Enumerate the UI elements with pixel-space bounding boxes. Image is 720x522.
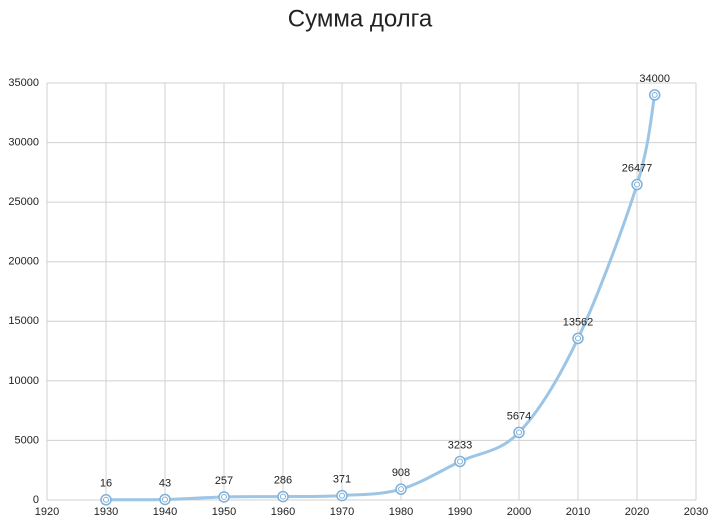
marker-inner: [162, 496, 168, 503]
data-label: 3233: [448, 439, 472, 451]
marker-inner: [516, 429, 522, 436]
marker-inner: [457, 458, 463, 465]
marker: [336, 489, 348, 502]
x-tick-label: 1980: [389, 506, 413, 518]
marker-inner: [221, 493, 227, 500]
y-tick-label: 30000: [8, 136, 39, 148]
y-tick-label: 0: [33, 494, 39, 506]
marker-inner: [651, 91, 658, 98]
x-tick-label: 1970: [330, 506, 354, 518]
marker-inner: [398, 486, 404, 493]
marker: [277, 490, 289, 503]
x-tick-label: 2010: [566, 506, 590, 518]
x-tick-label: 2000: [507, 506, 531, 518]
y-tick-label: 20000: [8, 256, 39, 268]
marker-inner: [280, 493, 286, 500]
marker: [100, 494, 112, 506]
data-label: 34000: [639, 73, 670, 85]
x-tick-label: 1960: [271, 506, 295, 518]
x-tick-label: 1930: [94, 506, 118, 518]
chart-title: Сумма долга: [288, 5, 433, 32]
data-label: 257: [215, 475, 233, 487]
data-label: 908: [392, 467, 410, 479]
marker: [631, 178, 643, 191]
data-label: 43: [159, 477, 171, 489]
y-tick-label: 35000: [8, 77, 39, 89]
y-tick-label: 10000: [8, 375, 39, 387]
y-tick-label: 25000: [8, 196, 39, 208]
data-label: 371: [333, 473, 351, 485]
x-tick-label: 1950: [212, 506, 236, 518]
series-line: [105, 94, 657, 502]
marker: [648, 89, 661, 101]
marker: [218, 491, 230, 503]
x-tick-label: 1990: [448, 506, 472, 518]
marker-inner: [339, 492, 345, 499]
y-tick-label: 15000: [8, 315, 39, 327]
marker: [395, 483, 407, 495]
marker-inner: [634, 181, 640, 188]
x-tick-label: 1920: [35, 506, 59, 518]
y-tick-label: 5000: [15, 434, 39, 446]
marker-inner: [103, 496, 109, 503]
marker: [513, 426, 525, 439]
data-label: 26477: [622, 162, 653, 174]
x-tick-label: 2020: [625, 506, 649, 518]
marker: [454, 455, 466, 468]
data-label: 5674: [507, 410, 531, 422]
data-label: 16: [100, 478, 112, 490]
data-label: 13562: [563, 316, 594, 328]
marker: [572, 332, 584, 345]
marker: [159, 493, 171, 506]
data-label: 286: [274, 474, 292, 486]
x-tick-label: 2030: [684, 506, 708, 518]
x-tick-label: 1940: [153, 506, 177, 518]
marker-inner: [575, 335, 581, 342]
